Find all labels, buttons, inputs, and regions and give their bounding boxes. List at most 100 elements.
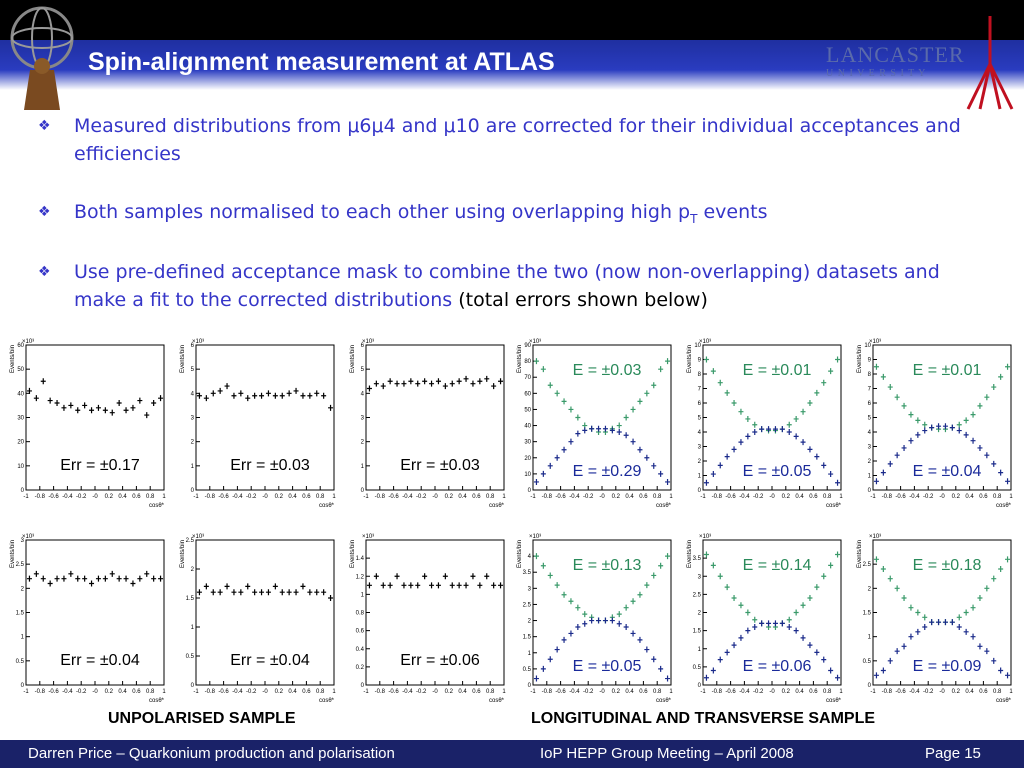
x-tick-label: 0.2 <box>275 689 284 695</box>
data-point <box>252 392 258 399</box>
x-tick-label: -0.4 <box>232 689 243 695</box>
label-box <box>569 557 645 574</box>
x-tick-label: -0.4 <box>402 494 413 500</box>
data-point <box>82 575 88 582</box>
data-point <box>491 582 497 589</box>
section-label: UNPOLARISED SAMPLE <box>108 710 296 727</box>
y-tick-label: 6 <box>868 401 872 407</box>
data-point <box>738 602 744 609</box>
data-point <box>422 573 428 580</box>
x-tick-label: 0.8 <box>146 689 155 695</box>
data-point <box>873 556 879 563</box>
data-point <box>637 398 643 405</box>
x-tick-label: -0.4 <box>62 494 73 500</box>
data-point <box>300 583 306 590</box>
y-tick-label: 10 <box>694 343 701 349</box>
data-point <box>731 595 737 601</box>
x-tick-label: -1 <box>363 494 369 500</box>
data-point <box>779 620 785 627</box>
data-point <box>991 384 997 391</box>
y-tick-label: 3 <box>191 416 195 422</box>
x-tick-label: 0.6 <box>809 689 818 695</box>
data-point <box>998 469 1004 476</box>
scale-label: ×10³ <box>362 534 374 540</box>
data-point <box>568 406 574 413</box>
data-point <box>498 378 504 385</box>
y-tick-label: 3.5 <box>523 570 532 576</box>
data-point <box>821 379 827 386</box>
data-point <box>54 575 60 582</box>
y-tick-label: 90 <box>524 343 531 349</box>
data-point <box>109 409 115 416</box>
data-point <box>328 595 334 601</box>
x-tick-label: 0.4 <box>965 494 974 500</box>
data-point <box>651 382 657 389</box>
x-tick-label: -0.2 <box>583 494 594 500</box>
data-point <box>637 591 643 598</box>
y-tick-label: 5 <box>868 416 872 422</box>
y-tick-label: 1 <box>528 651 532 657</box>
data-point <box>449 380 455 387</box>
data-point <box>644 454 650 461</box>
data-point <box>224 583 230 590</box>
data-point <box>908 633 914 640</box>
data-point <box>880 667 886 674</box>
y-tick-label: 0.5 <box>863 659 872 665</box>
data-point <box>123 407 129 414</box>
data-point <box>380 582 386 589</box>
error-label-text: Err = ±0.03 <box>400 457 480 474</box>
data-point <box>984 394 990 401</box>
data-point <box>272 583 278 590</box>
data-point <box>800 602 806 609</box>
x-tick-label: -0 <box>262 494 268 500</box>
x-tick-label: 0.8 <box>146 494 155 500</box>
data-point <box>984 452 990 459</box>
data-point <box>908 437 914 444</box>
data-point <box>807 400 813 406</box>
data-point <box>1005 363 1011 370</box>
data-point <box>547 656 553 663</box>
data-point <box>408 378 414 385</box>
y-tick-label: 60 <box>524 391 531 397</box>
label-box <box>227 457 313 474</box>
data-point <box>568 598 574 605</box>
data-point <box>217 387 223 394</box>
data-point <box>745 609 751 616</box>
data-point <box>745 433 751 440</box>
data-point <box>429 380 435 387</box>
data-point <box>609 427 615 434</box>
data-point <box>887 384 893 391</box>
data-point <box>130 404 136 411</box>
data-point <box>408 582 414 589</box>
x-tick-label: -0.6 <box>218 689 229 695</box>
x-tick-label: -0.6 <box>48 494 59 500</box>
label-box <box>569 658 645 675</box>
y-tick-label: 0 <box>191 683 195 689</box>
y-tick-label: 0.5 <box>523 667 532 673</box>
data-point <box>380 383 386 390</box>
data-point <box>616 429 622 435</box>
x-tick-label: -1 <box>700 494 706 500</box>
data-point <box>89 407 95 414</box>
error-label: Err = ±0.04 <box>227 652 313 669</box>
data-point <box>963 417 969 424</box>
data-point <box>873 363 879 370</box>
data-point <box>158 395 164 402</box>
data-point <box>463 582 469 589</box>
data-point <box>95 404 101 411</box>
data-point <box>998 667 1004 674</box>
x-tick-label: 1 <box>1009 494 1013 500</box>
data-point <box>477 582 483 589</box>
x-axis-label: cosθ* <box>656 503 672 509</box>
x-tick-label: -1 <box>23 494 29 500</box>
x-tick-label: -0.2 <box>246 689 257 695</box>
data-point <box>658 470 664 477</box>
data-point <box>89 580 95 587</box>
data-point <box>568 630 574 637</box>
x-axis-label: cosθ* <box>319 503 335 509</box>
data-point <box>936 423 942 430</box>
data-point <box>894 585 900 592</box>
x-tick-label: 0.8 <box>316 494 325 500</box>
data-point <box>387 378 393 385</box>
x-tick-label: -0.8 <box>205 494 216 500</box>
